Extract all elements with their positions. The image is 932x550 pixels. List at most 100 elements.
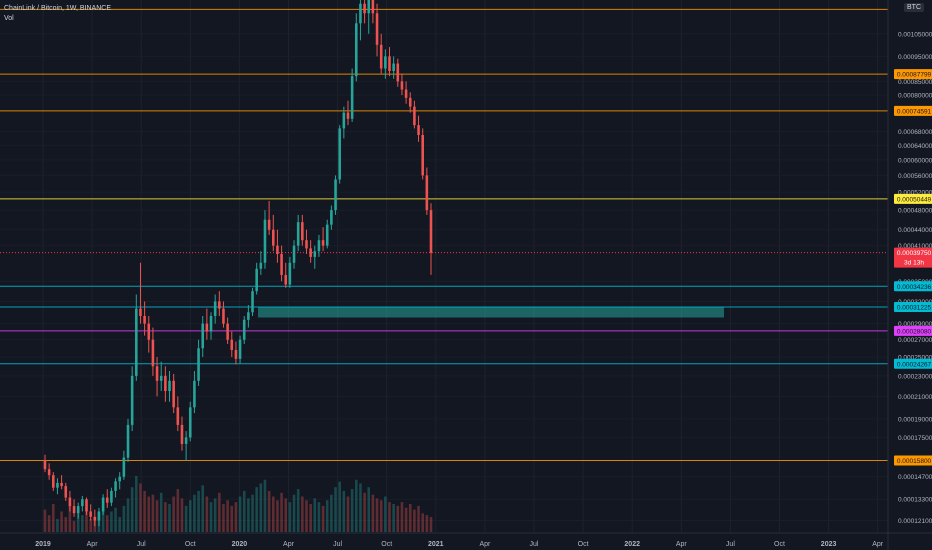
candle-body <box>384 56 387 69</box>
volume-bar <box>334 487 337 532</box>
volume-bar <box>342 490 346 532</box>
time-axis-label: Oct <box>774 541 785 548</box>
candle-body <box>396 63 400 82</box>
volume-bar <box>143 490 146 532</box>
candle-body <box>388 56 391 72</box>
level-price-tag <box>894 455 932 466</box>
candle-body <box>52 475 55 488</box>
level-price-label: 0.00028080 <box>897 328 932 335</box>
candle-body <box>238 339 242 359</box>
volume-indicator-label: Vol <box>4 15 14 22</box>
volume-bar <box>114 507 117 532</box>
volume-bar <box>222 504 225 532</box>
candle-body <box>284 274 288 285</box>
volume-bar <box>60 511 63 532</box>
volume-bar <box>105 515 109 532</box>
candle-body <box>408 97 412 107</box>
price-axis-label: 0.00027000 <box>898 337 932 344</box>
price-axis-label: 0.00085000 <box>898 79 932 86</box>
candle-body <box>155 366 159 381</box>
time-axis-label: Jul <box>726 541 735 548</box>
time-axis-label: Jul <box>333 541 342 548</box>
candle-body <box>355 23 358 77</box>
candle-body <box>97 511 101 521</box>
candle-body <box>413 106 416 126</box>
volume-bar <box>85 507 88 532</box>
price-axis[interactable]: 0.00105000 0.00095000 0.00085000 0.00080000… <box>887 0 932 550</box>
volume-bar <box>184 505 188 532</box>
volume-bar <box>284 498 288 532</box>
volume-bar <box>197 490 200 532</box>
candle-body <box>317 240 321 252</box>
volume-bar <box>110 511 113 532</box>
candle-body <box>392 63 395 72</box>
candle-body <box>338 128 341 180</box>
price-axis-label: 0.00095000 <box>898 54 932 61</box>
price-axis-label: 0.00014700 <box>898 474 932 481</box>
level-price-label: 0.00074591 <box>897 108 932 115</box>
candle-body <box>346 112 350 119</box>
volume-bar <box>151 494 155 532</box>
candle-body <box>130 375 134 425</box>
candle-body <box>168 380 171 392</box>
volume-bar <box>251 494 254 532</box>
candle-body <box>226 323 229 340</box>
candle-body <box>93 516 97 521</box>
candle-body <box>222 308 225 324</box>
volume-bar <box>280 492 283 532</box>
chart-legend: ChainLink / Bitcoin, 1W, BINANCE Vol <box>4 4 111 24</box>
volume-bar <box>305 500 308 532</box>
candle-body <box>110 490 113 503</box>
candle-body <box>251 291 254 313</box>
level-price-tag <box>894 325 932 336</box>
level-price-tag <box>894 281 932 292</box>
candle-body <box>230 339 234 350</box>
price-axis-label: 0.00052000 <box>898 190 932 197</box>
candle-body <box>429 210 433 253</box>
volume-bar <box>325 500 329 532</box>
volume-bar <box>429 517 433 532</box>
level-price-label: 0.00034236 <box>897 284 932 291</box>
price-axis-label: 0.00044000 <box>898 227 932 234</box>
volume-bar <box>255 487 258 532</box>
volume-bar <box>64 517 68 532</box>
volume-bar <box>296 489 300 532</box>
volume-bar <box>47 515 51 532</box>
volume-bar <box>338 481 341 532</box>
volume-bar <box>425 515 429 532</box>
volume-bar <box>259 483 263 532</box>
time-axis-label: 2023 <box>821 541 837 548</box>
volume-bar <box>271 496 275 532</box>
volume-bar <box>321 505 325 532</box>
time-axis[interactable]: 2019 Apr Jul Oct 2020 Apr Jul Oct 2021 Apr Jul Oct 2… <box>0 532 932 548</box>
price-axis-label: 0.00013300 <box>898 497 932 504</box>
volume-bar <box>288 502 292 532</box>
price-axis-label: 0.00017500 <box>898 435 932 442</box>
volume-bar <box>89 518 92 532</box>
candle-body <box>259 262 263 269</box>
candle-body <box>375 13 379 45</box>
volume-bar <box>188 500 192 532</box>
price-axis-label: 0.00019000 <box>898 416 932 423</box>
time-axis-label: Oct <box>381 541 392 548</box>
volume-bar <box>359 483 362 532</box>
last-price-tag <box>894 247 932 268</box>
price-axis-label: 0.00080000 <box>898 93 932 100</box>
volume-bar <box>330 494 333 532</box>
level-price-tag <box>894 69 932 80</box>
candle-body <box>43 460 47 470</box>
candle-body <box>371 0 375 14</box>
candle-body <box>359 3 362 24</box>
candle-body <box>105 497 109 503</box>
candle-body <box>404 89 408 98</box>
candle-body <box>89 511 92 517</box>
currency-badge[interactable]: BTC <box>904 3 924 12</box>
volume-bar <box>172 496 175 532</box>
candle-series <box>43 0 433 527</box>
volume-bar <box>408 504 412 532</box>
volume-bar <box>242 490 246 532</box>
time-axis-label: Apr <box>87 541 99 548</box>
volume-bar <box>388 502 391 532</box>
volume-bar <box>76 513 80 532</box>
